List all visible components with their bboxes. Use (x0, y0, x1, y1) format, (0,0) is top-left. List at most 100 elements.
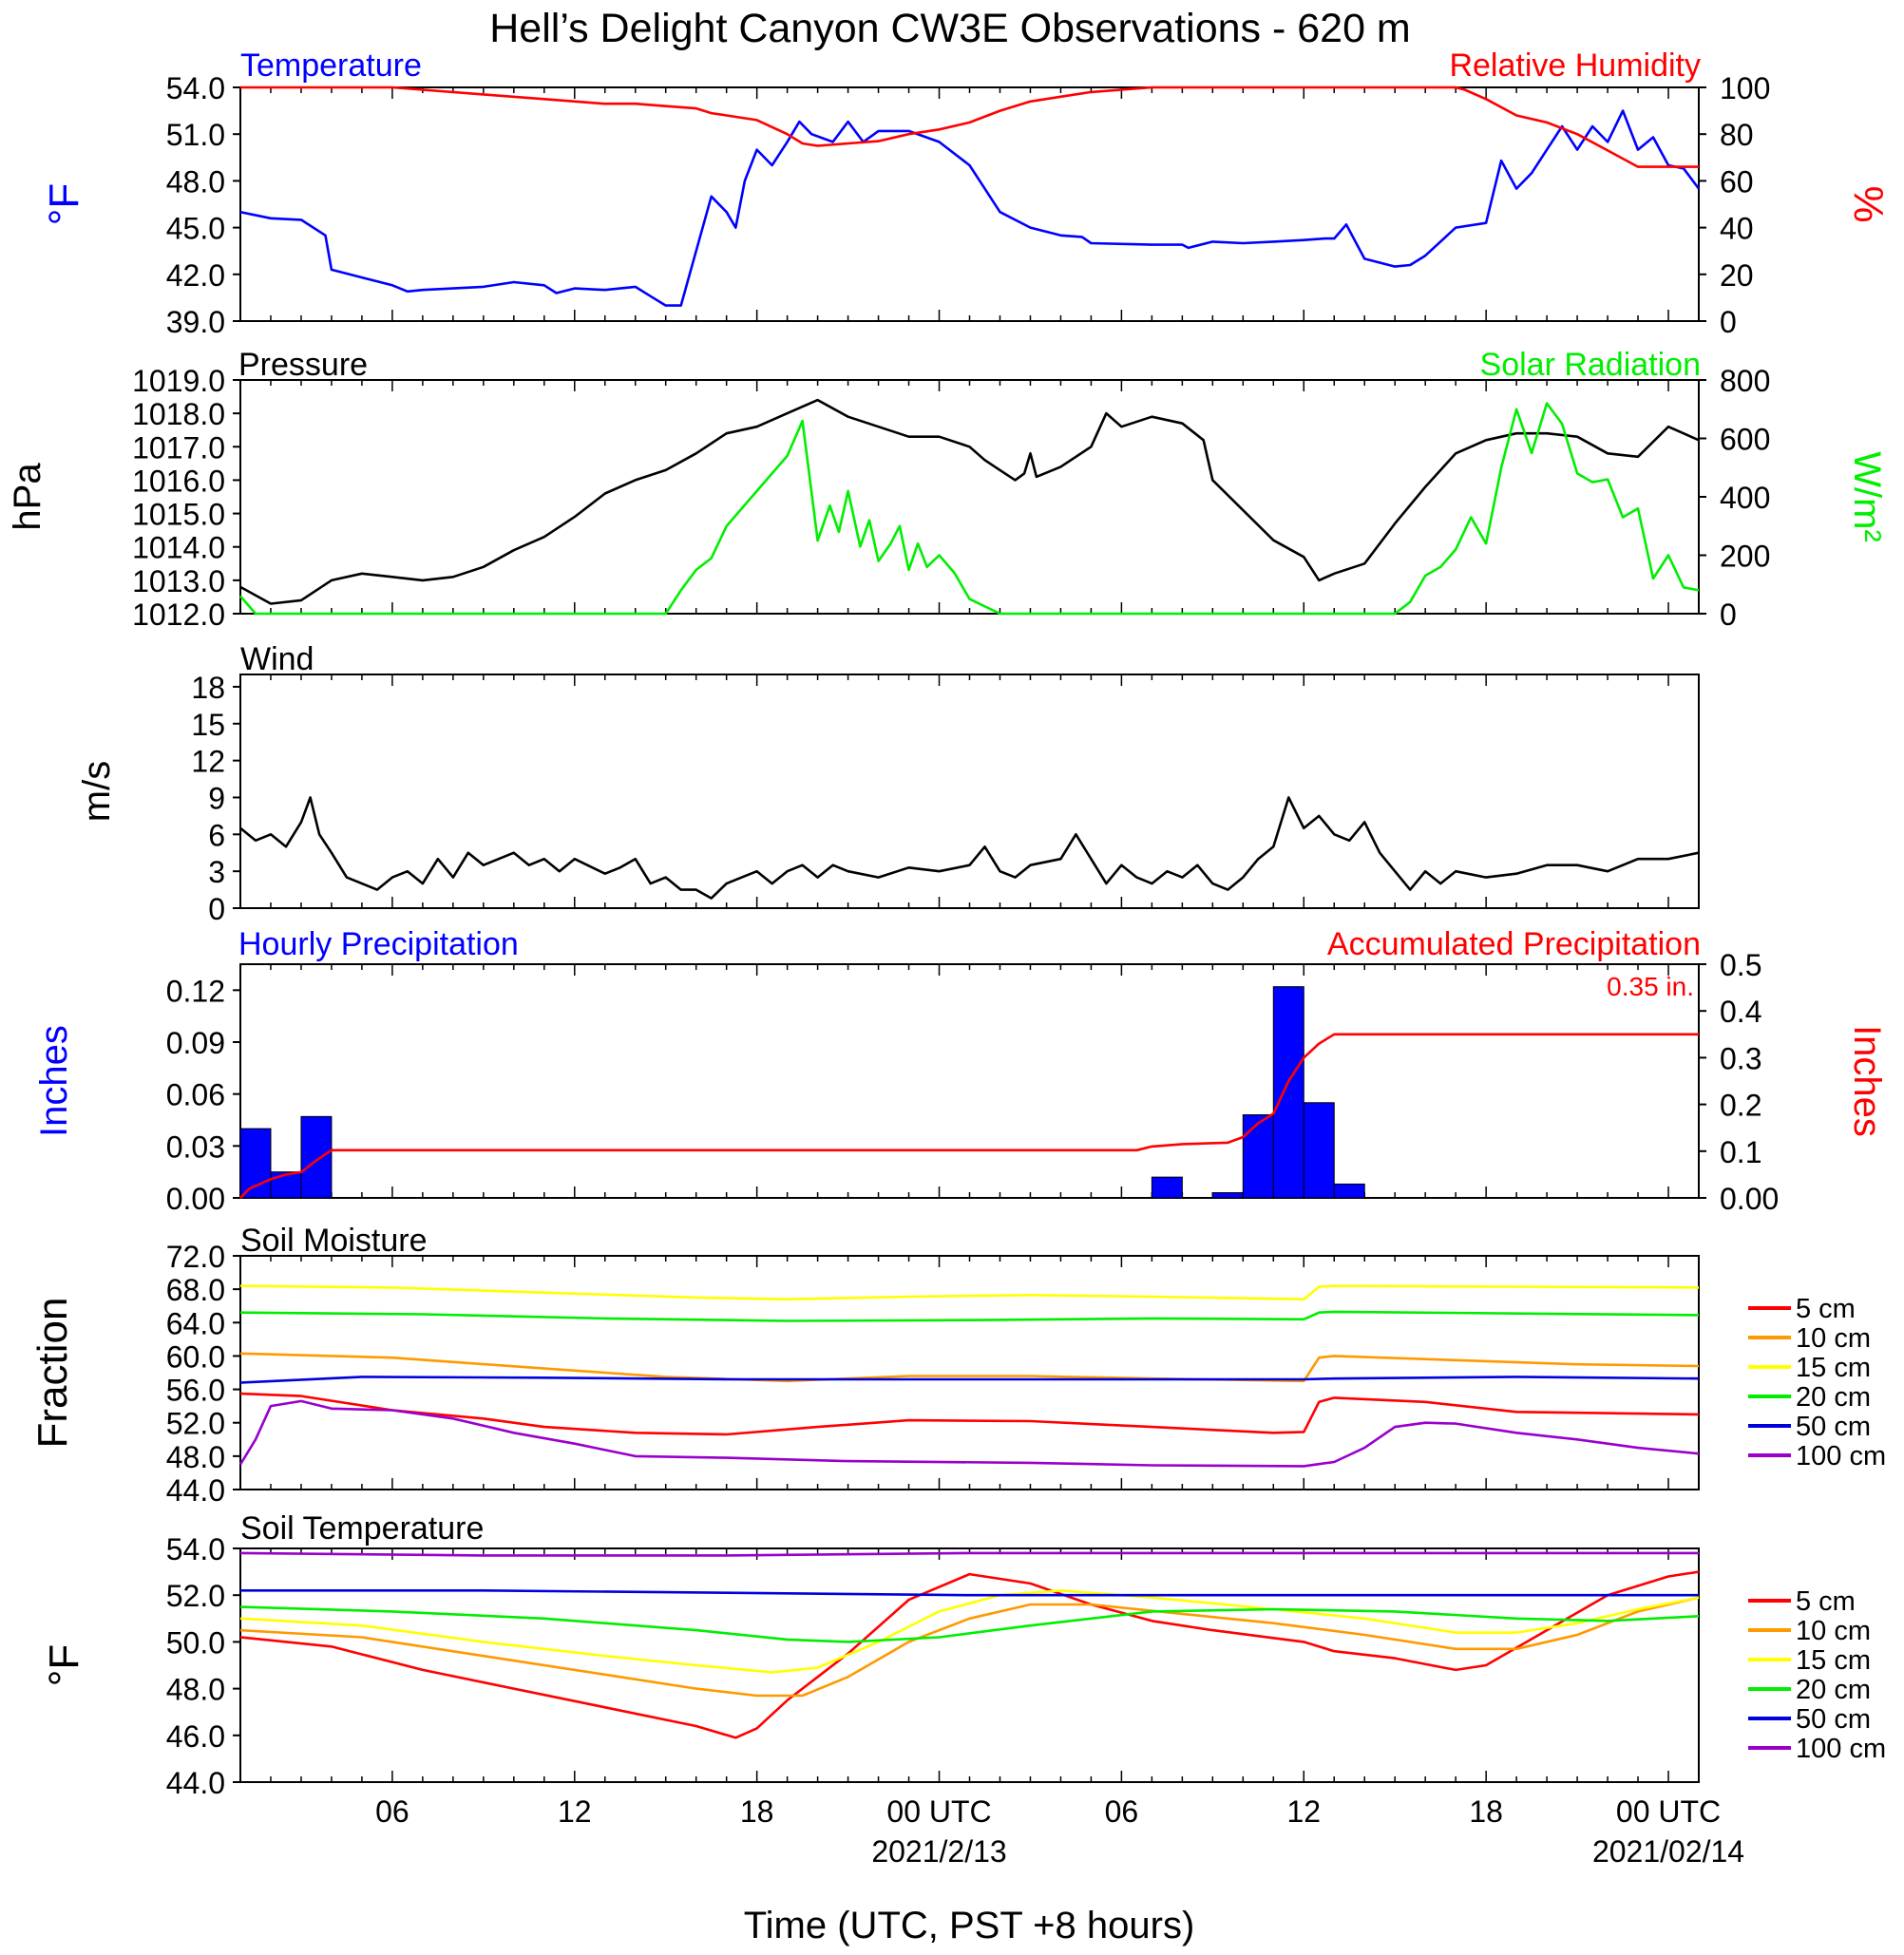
soil_temperature-left-tick-label: 52.0 (166, 1579, 225, 1613)
pressure-right-tick-label: 0 (1720, 598, 1737, 632)
temperature-right-tick-label: 20 (1720, 258, 1754, 293)
soil_temperature-100-cm-line (239, 1551, 1699, 1557)
soil_moisture-legend-label: 15 cm (1796, 1353, 1871, 1383)
x-tick-label: 12 (1286, 1794, 1321, 1829)
temperature-title: Temperature (240, 47, 422, 84)
wind-left-tick-label: 6 (208, 818, 225, 852)
soil_temperature-10-cm-line (239, 1596, 1700, 1698)
temperature-right-tick-label: 40 (1720, 212, 1754, 246)
temperature-left-tick-label: 51.0 (166, 118, 225, 152)
temperature-axis-unit: °F (41, 183, 87, 225)
soil_temperature-5-cm-line (239, 1570, 1700, 1739)
soil_temperature-left-tick-label: 48.0 (166, 1673, 225, 1707)
soil_moisture-legend-label: 50 cm (1796, 1412, 1871, 1442)
wind-left-tick-label: 9 (208, 781, 225, 815)
x-tick-label: 18 (740, 1794, 774, 1829)
soil_moisture-15-cm-line (239, 1284, 1700, 1300)
soil-temperature-series (239, 1548, 1700, 1782)
x-tick-label: 06 (375, 1794, 409, 1829)
soil-moisture-left-ticks: 44.048.052.056.060.064.068.072.0 (166, 1240, 240, 1508)
accumulated-precipitation-title: Accumulated Precipitation (1327, 926, 1701, 962)
soil_temperature-legend-label: 10 cm (1796, 1616, 1871, 1646)
pressure-pressure-line (239, 398, 1700, 605)
precipitation-series (239, 964, 1700, 1199)
temperature-right-tick-label: 60 (1720, 164, 1754, 199)
precipitation-plot-frame (239, 963, 1700, 1199)
soil_temperature-legend-label: 50 cm (1796, 1704, 1871, 1735)
temperature-right-tick-label: 0 (1720, 305, 1737, 339)
soil_moisture-left-tick-label: 72.0 (166, 1240, 225, 1274)
precip-right-tick-label: 0.4 (1720, 995, 1761, 1029)
wind-axis-unit: m/s (76, 761, 118, 822)
soil_moisture-left-tick-label: 44.0 (166, 1473, 225, 1508)
pressure-plot-frame (239, 379, 1700, 615)
soil_temperature-left-tick-label: 44.0 (166, 1766, 225, 1800)
wind-series (239, 674, 1700, 908)
pressure-right-tick-label: 200 (1720, 540, 1770, 574)
hourly-precipitation-bar (239, 1128, 272, 1199)
soil-moisture-panel: Soil Moisture Fraction 44.048.052.056.06… (29, 1223, 1886, 1508)
soil_moisture-50-cm-line (239, 1376, 1700, 1384)
solar-radiation-axis-unit: W/m² (1846, 451, 1888, 542)
accumulated-precipitation-axis-unit: Inches (1846, 1025, 1888, 1137)
hourly-precipitation-bar (1272, 986, 1304, 1199)
hourly-precipitation-bar (1242, 1114, 1274, 1199)
pressure-left-tick-label: 1018.0 (132, 397, 225, 431)
temperature-left-tick-label: 48.0 (166, 164, 225, 199)
soil-moisture-axis-unit: Fraction (29, 1298, 76, 1449)
pressure-axis-unit: hPa (7, 463, 48, 531)
soil_moisture-left-tick-label: 68.0 (166, 1273, 225, 1307)
temperature-left-tick-label: 45.0 (166, 212, 225, 246)
chart-title: Hell’s Delight Canyon CW3E Observations … (489, 6, 1411, 51)
soil_temperature-50-cm-line (240, 1589, 1699, 1597)
soil_moisture-left-tick-label: 48.0 (166, 1440, 225, 1474)
pressure-left-tick-label: 1019.0 (132, 364, 225, 398)
wind-left-tick-label: 0 (208, 892, 225, 926)
wind-title: Wind (240, 641, 314, 677)
soil_temperature-20-cm-line (239, 1605, 1700, 1643)
wind-left-tick-label: 18 (191, 671, 225, 705)
precip-left-tick-label: 0.03 (166, 1129, 225, 1164)
wind-left-tick-label: 12 (191, 745, 225, 779)
pressure-right-tick-label: 600 (1720, 423, 1770, 457)
soil-temperature-axis-unit: °F (41, 1644, 87, 1686)
pressure-left-tick-label: 1013.0 (132, 564, 225, 598)
temperature-panel: Temperature Relative Humidity °F % 39.0 4… (41, 47, 1892, 339)
relative-humidity-axis-unit: % (1845, 185, 1892, 222)
temperature-temperature-line (239, 109, 1701, 307)
soil_temperature-left-tick-label: 46.0 (166, 1719, 225, 1754)
soil_moisture-legend-label: 20 cm (1796, 1382, 1871, 1413)
soil-temperature-panel: Soil Temperature °F 44.0 46.0 48.0 50.0 52.0… (41, 1510, 1886, 1800)
precip-right-tick-label: 0.1 (1720, 1135, 1761, 1169)
x-tick-label: 00 UTC (886, 1794, 991, 1829)
soil_moisture-left-tick-label: 60.0 (166, 1339, 225, 1374)
hourly-precipitation-bar (270, 1171, 302, 1199)
temperature-relative-humidity-line (240, 85, 1699, 168)
soil_moisture-100-cm-line (238, 1399, 1700, 1468)
pressure-right-tick-label: 800 (1720, 364, 1770, 398)
x-tick-label: 06 (1105, 1794, 1139, 1829)
wind-plot-frame (239, 674, 1700, 909)
pressure-panel: Pressure Solar Radiation hPa W/m² 1012.0… (7, 347, 1888, 632)
pressure-left-tick-label: 1016.0 (132, 464, 225, 498)
x-tick-date: 2021/02/14 (1592, 1834, 1744, 1869)
pressure-left-tick-label: 1012.0 (132, 598, 225, 632)
soil_moisture-5-cm-line (239, 1392, 1700, 1436)
soil_moisture-left-tick-label: 64.0 (166, 1306, 225, 1340)
precipitation-right-ticks: 0.00 0.1 0.2 0.3 0.4 0.5 (1699, 948, 1779, 1216)
hourly-precipitation-bar (1211, 1192, 1244, 1199)
x-tick-label: 00 UTC (1616, 1794, 1721, 1829)
accumulated-total-annotation: 0.35 in. (1607, 972, 1694, 1001)
hourly-precipitation-axis-unit: Inches (33, 1025, 75, 1137)
soil_moisture-left-tick-label: 56.0 (166, 1374, 225, 1408)
temperature-right-tick-label: 100 (1720, 71, 1770, 105)
wind-wind-line (239, 796, 1700, 900)
solar-radiation-title: Solar Radiation (1480, 347, 1701, 383)
soil_moisture-left-tick-label: 52.0 (166, 1407, 225, 1441)
soil_temperature-legend-label: 20 cm (1796, 1675, 1871, 1705)
temperature-series (239, 85, 1701, 321)
relative-humidity-right-ticks: 0 20 40 60 80 100 (1699, 71, 1770, 339)
hourly-precipitation-bar (300, 1115, 333, 1199)
